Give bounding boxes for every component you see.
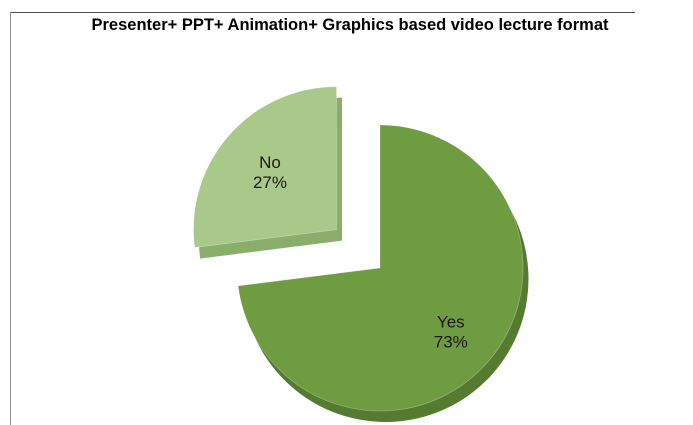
slice-label-yes: Yes	[437, 312, 465, 331]
top-border-line	[10, 12, 635, 13]
slice-label-no: No	[259, 153, 281, 172]
slice-value-no: 27%	[253, 173, 287, 192]
pie-slice-yes	[237, 124, 524, 412]
left-border-line	[10, 12, 11, 425]
pie-slice-no	[193, 86, 337, 248]
chart-title: Presenter+ PPT+ Animation+ Graphics base…	[91, 16, 609, 34]
slice-value-yes: 73%	[434, 332, 468, 351]
